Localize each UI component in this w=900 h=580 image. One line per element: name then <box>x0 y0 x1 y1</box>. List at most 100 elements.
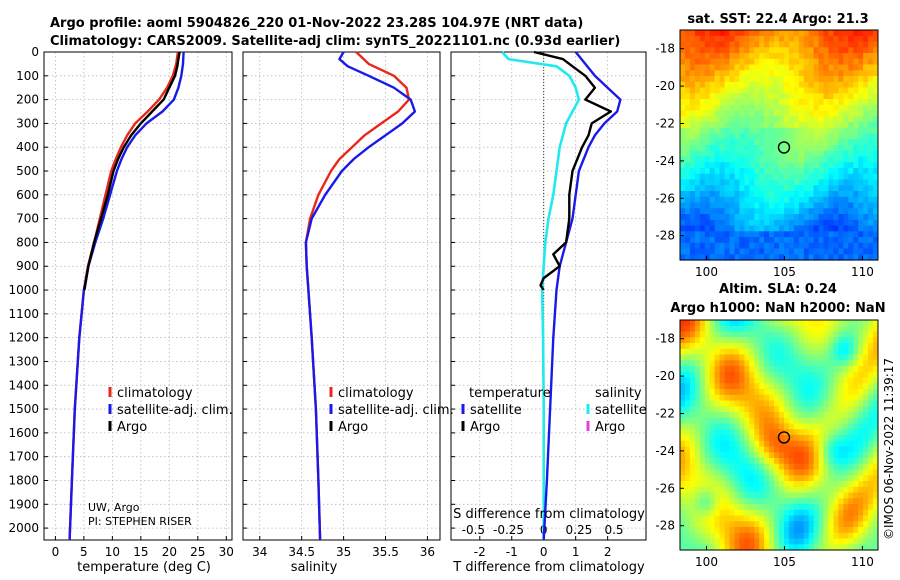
map-cell <box>843 254 849 261</box>
map-cell <box>739 110 745 117</box>
map-cell <box>749 81 755 89</box>
map-cell <box>803 208 810 215</box>
map-cell <box>680 168 686 175</box>
map-cell <box>803 127 810 135</box>
map-cell <box>769 446 775 453</box>
map-cell <box>694 41 701 48</box>
map-cell <box>843 208 849 215</box>
map-cell <box>873 145 879 152</box>
map-cell <box>848 360 854 367</box>
map-cell <box>863 162 869 169</box>
map-cell <box>823 179 829 186</box>
map-cell <box>739 185 745 192</box>
map-cell <box>833 81 839 89</box>
map-cell <box>868 104 874 112</box>
map-cell <box>798 337 805 344</box>
map-cell <box>828 116 834 123</box>
map-cell <box>689 383 696 390</box>
map-cell <box>704 469 711 476</box>
map-cell <box>808 139 815 146</box>
map-cell <box>754 116 760 123</box>
map-cell <box>843 116 849 123</box>
map-cell <box>808 225 815 232</box>
map-cell <box>685 248 691 255</box>
map-cell <box>828 463 834 471</box>
map-cell <box>818 440 825 448</box>
map-cell <box>689 423 696 430</box>
map-cell <box>724 35 730 43</box>
map-cell <box>714 104 721 112</box>
map-cell <box>724 133 730 140</box>
map-cell <box>798 452 805 459</box>
map-cell <box>873 469 879 476</box>
map-cell <box>689 366 696 373</box>
map-cell <box>709 423 716 430</box>
map-cell <box>699 150 706 158</box>
map-cell <box>714 538 721 545</box>
map-cell <box>734 463 740 471</box>
map-cell <box>808 104 815 112</box>
map-cell <box>759 544 765 551</box>
map-cell <box>863 360 869 367</box>
map-cell <box>694 394 701 402</box>
map-cell <box>689 116 696 123</box>
map-cell <box>863 435 869 442</box>
map-cell <box>680 463 686 471</box>
map-cell <box>784 81 790 89</box>
map-cell <box>709 196 716 204</box>
map-cell <box>754 242 760 250</box>
map-cell <box>873 41 879 48</box>
map-cell <box>734 53 740 60</box>
map-cell <box>689 538 696 545</box>
map-cell <box>714 463 721 471</box>
depth-tick-label: 1000 <box>8 283 39 297</box>
map-cell <box>843 337 849 344</box>
map-cell <box>818 231 825 238</box>
map-cell <box>709 498 716 505</box>
map-cell <box>729 179 735 186</box>
map-cell <box>803 475 810 482</box>
map-cell <box>709 492 716 499</box>
depth-tick-label: 600 <box>16 188 39 202</box>
map-cell <box>694 231 701 238</box>
map-cell <box>798 191 805 198</box>
x-tick-label: -2 <box>474 545 486 559</box>
map-cell <box>704 58 711 66</box>
map-cell <box>828 81 834 89</box>
map-cell <box>798 122 805 129</box>
map-cell <box>724 208 730 215</box>
map-cell <box>680 133 686 140</box>
map-cell <box>680 225 686 232</box>
map-cell <box>798 475 805 482</box>
map-cell <box>803 366 810 373</box>
map-cell <box>680 30 686 37</box>
map-cell <box>719 254 726 261</box>
salinity-panel: 34 34.5 35 35.5 36climatologysatellite-adj. … <box>242 51 454 559</box>
map-cell <box>699 162 706 169</box>
map-cell <box>759 337 765 344</box>
map-cell <box>729 202 735 209</box>
lat-tick-label: -22 <box>655 116 675 130</box>
map-cell <box>754 70 760 77</box>
map-cell <box>808 156 815 163</box>
map-cell <box>848 463 854 471</box>
map-cell <box>689 320 696 327</box>
map-cell <box>828 498 834 505</box>
map-cell <box>833 110 839 117</box>
map-cell <box>744 185 750 192</box>
map-cell <box>739 492 745 499</box>
map-cell <box>784 475 790 482</box>
argo-float-marker <box>777 431 791 444</box>
map-cell <box>813 366 820 373</box>
map-cell <box>734 366 740 373</box>
map-cell <box>823 173 829 181</box>
map-cell <box>699 225 706 232</box>
map-cell <box>689 469 696 476</box>
map-cell <box>689 122 696 129</box>
map-cell <box>689 463 696 471</box>
map-cell <box>818 354 825 361</box>
map-cell <box>769 348 775 356</box>
map-cell <box>754 133 760 140</box>
map-cell <box>813 331 820 338</box>
map-cell <box>744 133 750 140</box>
